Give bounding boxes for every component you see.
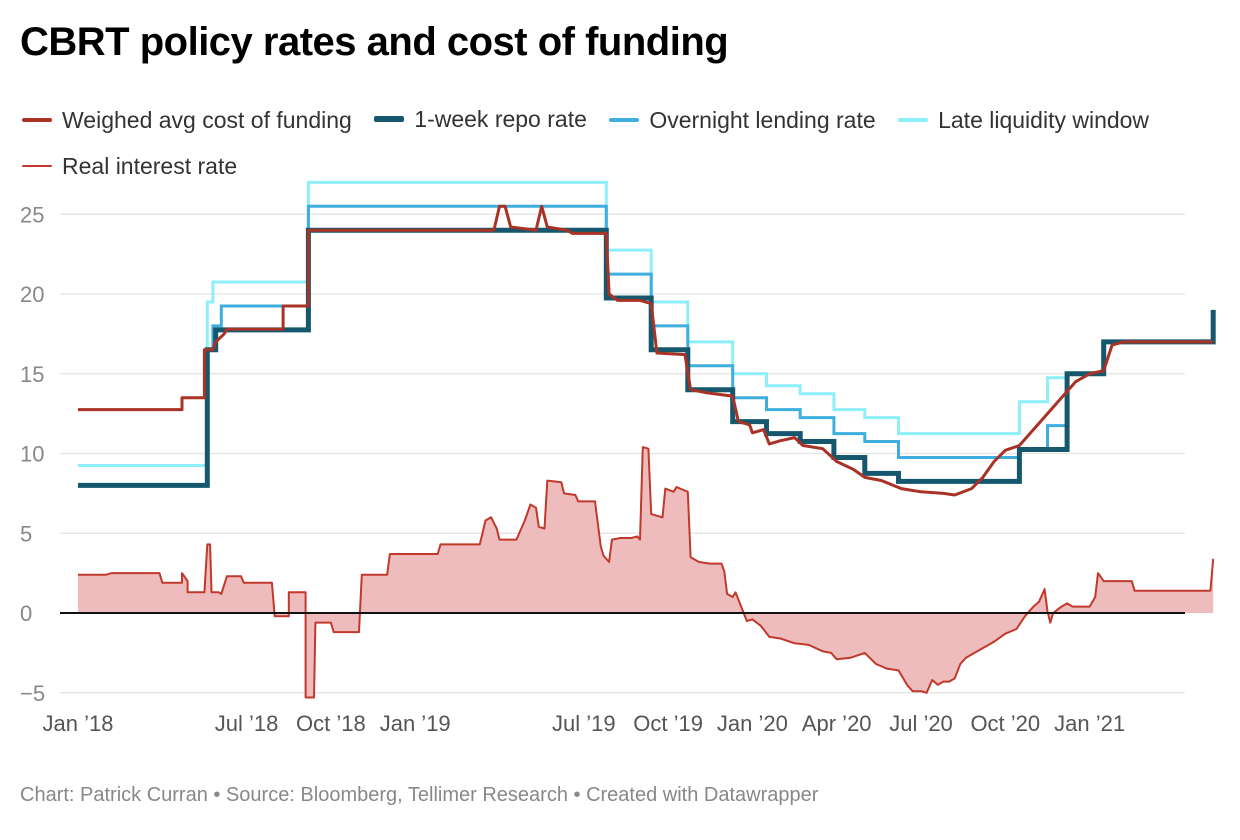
legend-item-repo: 1-week repo rate <box>374 96 587 142</box>
series-line-onl <box>207 204 1069 459</box>
legend-swatch-onl <box>609 118 640 122</box>
x-tick-label: Oct ’19 <box>633 711 703 736</box>
x-tick-label: Jul ’20 <box>889 711 953 736</box>
x-tick-label: Oct ’18 <box>296 711 366 736</box>
x-tick-label: Jan ’20 <box>717 711 788 736</box>
y-tick-label: 20 <box>20 282 44 307</box>
legend-item-wacf: Weighed avg cost of funding <box>22 97 352 143</box>
legend-label-wacf: Weighed avg cost of funding <box>62 106 352 133</box>
legend-swatch-repo <box>374 116 405 122</box>
x-tick-label: Jul ’18 <box>215 711 279 736</box>
legend-item-onl: Overnight lending rate <box>609 97 876 143</box>
real-rate-line <box>78 446 1215 699</box>
legend-item-llw: Late liquidity window <box>898 97 1149 143</box>
series-line-llw <box>78 180 1068 467</box>
y-tick-label: 10 <box>20 442 44 467</box>
y-tick-label: 0 <box>20 601 32 626</box>
legend: Weighed avg cost of funding 1-week repo … <box>22 96 1222 189</box>
x-tick-label: Jan ’21 <box>1054 711 1125 736</box>
x-tick-label: Jan ’18 <box>43 711 114 736</box>
legend-label-onl: Overnight lending rate <box>649 106 876 133</box>
legend-label-repo: 1-week repo rate <box>414 105 587 132</box>
series-lines <box>78 180 1216 497</box>
x-tick-label: Oct ’20 <box>970 711 1040 736</box>
legend-swatch-wacf <box>22 118 52 122</box>
gridlines <box>60 213 1185 694</box>
legend-swatch-real <box>22 165 52 167</box>
y-tick-label: 15 <box>20 362 44 387</box>
y-tick-label: 5 <box>20 521 32 546</box>
legend-label-real: Real interest rate <box>62 152 238 179</box>
x-tick-label: Apr ’20 <box>802 711 872 736</box>
chart-title: CBRT policy rates and cost of funding <box>20 20 729 64</box>
x-tick-label: Jan ’19 <box>380 711 451 736</box>
y-tick-label: 25 <box>20 202 44 227</box>
y-tick-label: −5 <box>20 681 45 706</box>
x-tick-label: Jul ’19 <box>552 711 616 736</box>
real-rate-fill <box>78 447 1214 698</box>
legend-item-real: Real interest rate <box>22 143 237 189</box>
series-line-wacf <box>78 204 1214 497</box>
legend-label-llw: Late liquidity window <box>938 106 1150 133</box>
axes: 25 20 15 10 5 0 −5 Jan ’18 Jul ’18 Oct ’18 Jan ’19… <box>20 202 1185 736</box>
chart-footer: Chart: Patrick Curran • Source: Bloomber… <box>20 784 819 806</box>
legend-swatch-llw <box>898 118 929 122</box>
real-rate-area <box>78 446 1215 699</box>
